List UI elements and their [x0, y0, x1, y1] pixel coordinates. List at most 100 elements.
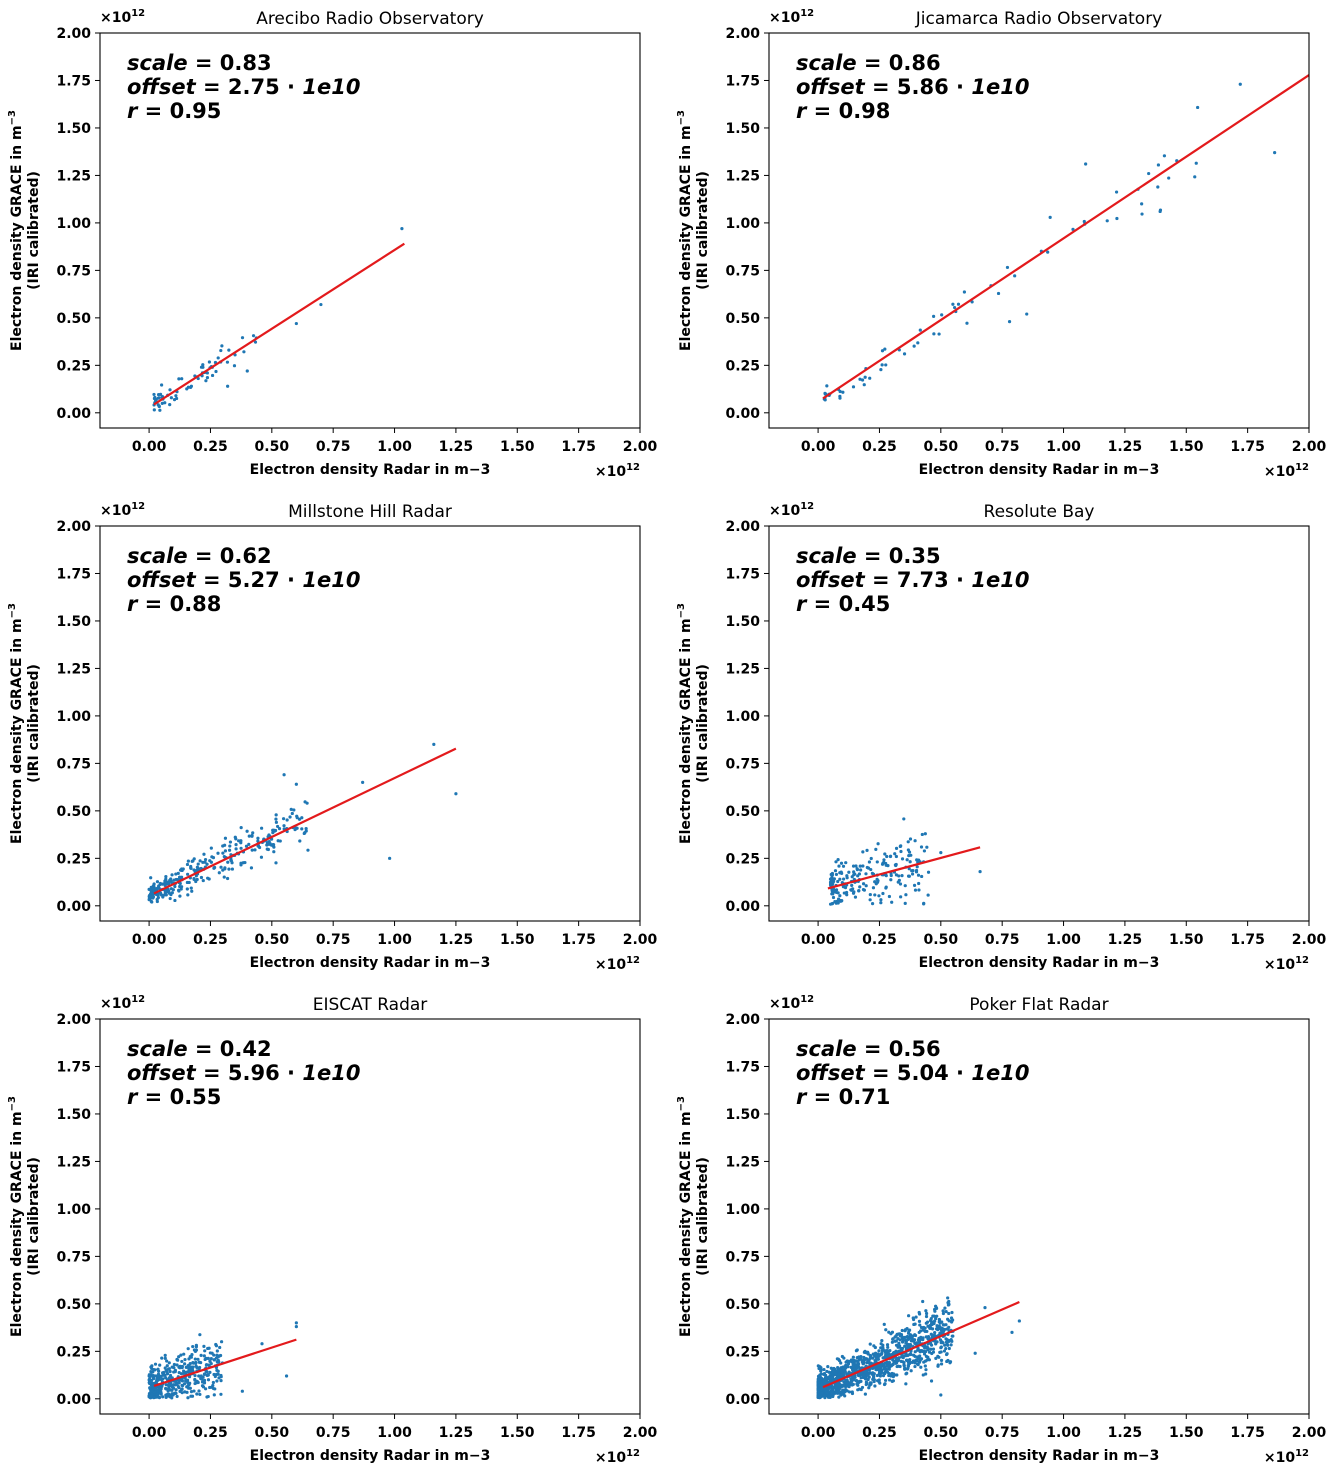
- data-point: [900, 1335, 904, 1339]
- data-point: [240, 336, 245, 340]
- data-point: [1005, 265, 1010, 270]
- data-point: [211, 1380, 215, 1385]
- data-point: [219, 1373, 223, 1378]
- data-point: [274, 813, 278, 817]
- x-tick-label: 0.75: [316, 1425, 351, 1441]
- x-axis-multiplier: ×1012: [1264, 1448, 1309, 1466]
- axes-frame: [99, 525, 641, 922]
- data-point: [266, 847, 270, 852]
- data-point: [862, 888, 866, 892]
- data-point: [906, 874, 911, 878]
- x-tick-label: 0.75: [985, 439, 1020, 455]
- data-point: [859, 1376, 863, 1380]
- y-tick-label: 1.25: [725, 1154, 760, 1170]
- data-point: [902, 1361, 906, 1365]
- data-point: [919, 1357, 924, 1361]
- data-point: [839, 861, 844, 865]
- panel-title: Poker Flat Radar: [969, 995, 1108, 1015]
- data-point: [226, 384, 230, 388]
- data-point: [919, 1335, 923, 1339]
- data-point: [905, 1358, 909, 1362]
- data-point: [163, 1366, 167, 1370]
- data-point: [221, 868, 225, 872]
- y-tick-label: 0.50: [56, 1297, 91, 1313]
- data-point: [1196, 105, 1200, 110]
- data-point: [173, 884, 177, 889]
- annotation-equals: =: [196, 568, 228, 592]
- data-point: [830, 873, 834, 877]
- data-point: [243, 860, 247, 865]
- y-tick-label: 0.50: [56, 311, 91, 327]
- data-point: [163, 1373, 167, 1377]
- y-axis-label-superscript: −3: [676, 1096, 687, 1111]
- data-point: [902, 1335, 907, 1340]
- data-point: [898, 844, 902, 849]
- data-point: [199, 1374, 203, 1378]
- data-point: [168, 1395, 172, 1399]
- annotation-var: offset: [796, 75, 866, 99]
- scale-value: 0.56: [889, 1037, 941, 1061]
- x-tick-label: 0.25: [193, 1425, 228, 1441]
- data-point: [855, 867, 859, 871]
- data-point: [931, 1347, 936, 1351]
- y-tick-label: 1.00: [56, 709, 91, 725]
- data-point: [847, 1370, 851, 1374]
- data-point: [220, 344, 224, 348]
- data-point: [185, 862, 190, 867]
- y-tick-label: 1.25: [56, 661, 91, 677]
- data-point: [928, 1341, 933, 1345]
- fit-line: [153, 242, 405, 406]
- data-point: [193, 1373, 197, 1378]
- data-point: [847, 1385, 851, 1389]
- data-point: [201, 860, 205, 864]
- data-point: [902, 1364, 906, 1368]
- data-point: [891, 1337, 895, 1341]
- data-point: [152, 392, 156, 397]
- data-point: [206, 1373, 210, 1377]
- annotation-var: r: [796, 1085, 808, 1109]
- y-axis-label-line2: (IRI calibrated): [26, 1157, 42, 1276]
- data-point: [173, 1383, 177, 1387]
- annotation-times: ·: [280, 1061, 303, 1085]
- y-axis-label-superscript: −3: [676, 603, 687, 618]
- data-point: [234, 837, 238, 841]
- data-point: [240, 1389, 244, 1393]
- data-point: [916, 873, 921, 877]
- data-point: [1082, 219, 1086, 224]
- data-point: [212, 1372, 216, 1377]
- scatter-points: [147, 1321, 298, 1400]
- annotation-offset: offset = 5.96 · 1e10: [127, 1061, 360, 1085]
- data-point: [1084, 162, 1088, 166]
- data-point: [168, 388, 172, 392]
- data-point: [849, 1365, 853, 1369]
- scale-value: 0.42: [220, 1037, 272, 1061]
- data-point: [895, 1364, 899, 1369]
- data-point: [187, 1375, 192, 1379]
- annotation-times: ·: [280, 568, 303, 592]
- data-point: [910, 1360, 914, 1365]
- data-point: [893, 852, 897, 856]
- data-point: [897, 1356, 901, 1360]
- axes-frame: [99, 1018, 641, 1415]
- data-point: [1193, 175, 1197, 179]
- data-point: [865, 865, 869, 870]
- data-point: [906, 1360, 911, 1365]
- x-tick-label: 1.00: [377, 1425, 412, 1441]
- annotation-equals: =: [857, 1037, 889, 1061]
- data-point: [831, 1390, 835, 1394]
- data-point: [858, 864, 862, 868]
- data-point: [158, 408, 162, 412]
- y-tick-label: 0.25: [725, 1344, 760, 1360]
- data-point: [898, 1364, 902, 1369]
- data-point: [884, 1351, 888, 1355]
- data-point: [216, 851, 220, 855]
- data-point: [842, 1356, 846, 1360]
- data-point: [923, 1326, 927, 1330]
- data-point: [155, 880, 160, 884]
- data-point: [872, 1374, 876, 1378]
- data-point: [179, 887, 183, 891]
- data-point: [939, 1339, 943, 1343]
- x-tick-label: 0.75: [985, 1425, 1020, 1441]
- annotation-r: r = 0.95: [127, 99, 221, 123]
- multiplier-exponent: 12: [1295, 462, 1309, 473]
